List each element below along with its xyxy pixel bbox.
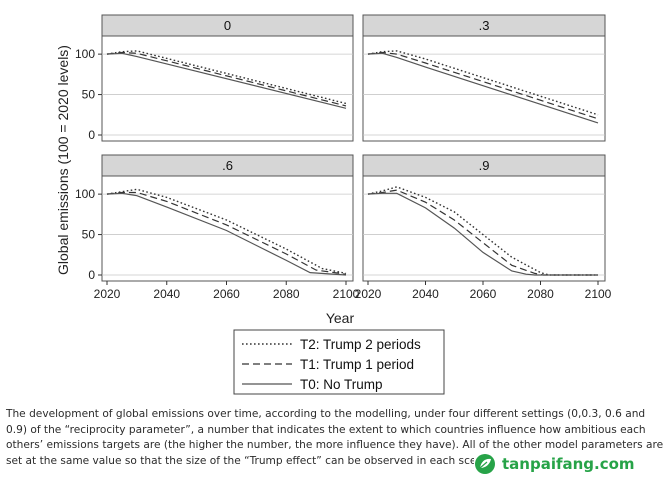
panel-2: .3 (362, 14, 606, 142)
legend-box (233, 329, 445, 395)
emissions-chart-figure: 0 0 50 100 .3 .6 0 50 100 2020 2040 2060 2080 2100 .9 2… (55, 14, 612, 395)
y-tick-label: 50 (82, 228, 96, 242)
x-tick-label: 2060 (470, 287, 497, 301)
series-line-solid (367, 192, 598, 276)
x-tick-label: 2100 (333, 287, 360, 301)
panel-1: 0 0 50 100 (75, 14, 354, 142)
series-line-dashed (367, 51, 599, 120)
y-axis-label: Global emissions (100 = 2020 levels) (55, 45, 71, 275)
y-tick-label: 100 (75, 47, 95, 61)
series-line-dashed (367, 189, 598, 276)
legend-label: T2: Trump 2 periods (300, 337, 421, 352)
series-line-dotted (106, 188, 347, 275)
x-tick-label: 2040 (412, 287, 439, 301)
panel-title: .6 (222, 158, 233, 173)
x-tick-label: 2080 (527, 287, 554, 301)
panel-3: .6 0 50 100 2020 2040 2060 2080 2100 (75, 154, 360, 301)
x-tick-label: 2100 (585, 287, 612, 301)
panel-4: .9 2020 2040 2060 2080 2100 (355, 154, 612, 301)
series-line-dashed (106, 51, 347, 107)
y-tick-label: 0 (88, 128, 95, 142)
panel-title: .3 (479, 18, 490, 33)
series-line-solid (367, 52, 599, 124)
panel-title: .9 (479, 158, 490, 173)
y-tick-label: 100 (75, 187, 95, 201)
series-line-solid (106, 52, 347, 109)
x-tick-label: 2080 (273, 287, 300, 301)
y-tick-label: 50 (82, 88, 96, 102)
leaf-logo-icon (475, 454, 495, 474)
legend-label: T1: Trump 1 period (300, 357, 414, 372)
watermark-text: tanpaifang.com (502, 455, 635, 473)
series-line-dashed (106, 191, 347, 275)
panel-plot-area (362, 175, 606, 282)
x-tick-label: 2060 (213, 287, 240, 301)
legend-label: T0: No Trump (300, 377, 383, 392)
panel-plot-area (101, 175, 354, 282)
panel-title: 0 (224, 18, 231, 33)
panel-plot-area (362, 35, 606, 142)
chart-panels: 0 0 50 100 .3 .6 0 50 100 2020 2040 2060 2080 2100 .9 2… (75, 14, 612, 301)
series-line-dotted (367, 50, 599, 116)
y-tick-label: 0 (88, 268, 95, 282)
x-tick-label: 2020 (355, 287, 382, 301)
x-tick-label: 2020 (94, 287, 121, 301)
x-tick-label: 2040 (153, 287, 180, 301)
x-axis-label: Year (326, 310, 355, 326)
series-line-solid (106, 192, 347, 276)
chart-legend: T2: Trump 2 periods T1: Trump 1 period T0:… (233, 329, 445, 395)
panel-plot-area (101, 35, 354, 142)
watermark: tanpaifang.com (474, 452, 670, 476)
